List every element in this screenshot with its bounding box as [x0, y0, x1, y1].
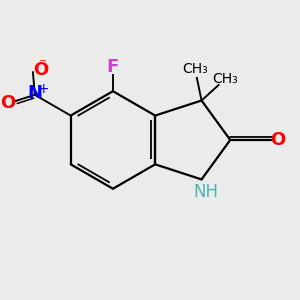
Text: ⁻: ⁻ [39, 56, 47, 71]
Text: O: O [33, 61, 48, 79]
Text: O: O [0, 94, 15, 112]
Text: O: O [270, 131, 286, 149]
Text: +: + [37, 82, 49, 95]
Text: CH₃: CH₃ [182, 62, 208, 76]
Text: CH₃: CH₃ [212, 72, 238, 86]
Text: F: F [107, 58, 119, 76]
Text: NH: NH [193, 183, 218, 201]
Text: N: N [27, 84, 42, 102]
